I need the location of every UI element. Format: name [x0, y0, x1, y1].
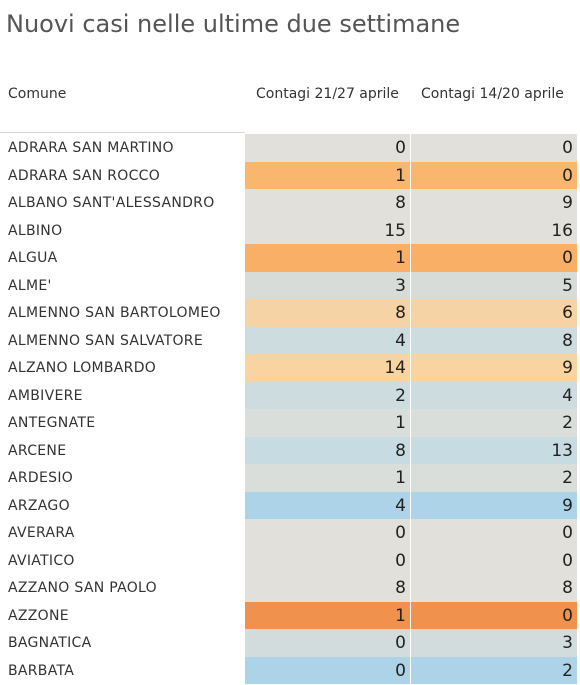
cell-contagi-14-20[interactable]: 16	[411, 216, 577, 244]
comune-name: ADRARA SAN ROCCO	[8, 167, 161, 184]
table-row[interactable]: ARCENE 8 13	[0, 436, 580, 464]
header-divider	[0, 132, 245, 133]
comune-name: AVIATICO	[8, 552, 75, 569]
table-row[interactable]: ALBANO SANT'ALESSANDRO 8 9	[0, 189, 580, 217]
cell-contagi-14-20[interactable]: 5	[411, 271, 577, 299]
cell-contagi-14-20[interactable]: 8	[411, 574, 577, 602]
table-row[interactable]: AVERARA 0 0	[0, 519, 580, 547]
comune-name: ARDESIO	[8, 470, 74, 486]
cell-contagi-14-20[interactable]: 0	[411, 519, 577, 547]
table-row[interactable]: ALMENNO SAN BARTOLOMEO 8 6	[0, 299, 580, 327]
table-row[interactable]: ANTEGNATE 1 2	[0, 409, 580, 437]
cell-contagi-14-20[interactable]: 0	[411, 601, 577, 629]
table-row[interactable]: ALGUA 1 0	[0, 244, 580, 272]
cell-contagi-21-27[interactable]: 8	[245, 189, 410, 217]
cell-contagi-21-27[interactable]: 1	[245, 244, 410, 272]
cell-contagi-21-27[interactable]: 0	[245, 519, 410, 547]
table-body: ADRARA SAN MARTINO 0 0 ADRARA SAN ROCCO 1 0 AL…	[0, 134, 580, 684]
cell-contagi-21-27[interactable]: 8	[245, 299, 410, 327]
cell-contagi-21-27[interactable]: 8	[245, 574, 410, 602]
table-row[interactable]: ALZANO LOMBARDO 14 9	[0, 354, 580, 382]
cell-contagi-21-27[interactable]: 2	[245, 381, 410, 409]
cell-contagi-21-27[interactable]: 1	[245, 161, 410, 189]
table-row[interactable]: BARBATA 0 2	[0, 656, 580, 684]
table-row[interactable]: ARZAGO 4 9	[0, 491, 580, 519]
comune-name: AZZONE	[8, 607, 69, 624]
cell-contagi-14-20[interactable]: 9	[411, 491, 577, 519]
cell-contagi-21-27[interactable]: 0	[245, 134, 410, 162]
table-row[interactable]: ARDESIO 1 2	[0, 464, 580, 492]
table-row[interactable]: ADRARA SAN ROCCO 1 0	[0, 161, 580, 189]
column-header-contagi-14-20[interactable]: Contagi 14/20 aprile	[421, 86, 564, 102]
cell-contagi-14-20[interactable]: 2	[411, 409, 577, 437]
comune-name: ALGUA	[8, 250, 58, 266]
comune-name: ALME'	[8, 277, 52, 294]
chart-title: Nuovi casi nelle ultime due settimane	[6, 10, 461, 38]
cell-contagi-21-27[interactable]: 1	[245, 601, 410, 629]
table-row[interactable]: ALME' 3 5	[0, 271, 580, 299]
comune-name: AVERARA	[8, 525, 75, 541]
cell-contagi-21-27[interactable]: 14	[245, 354, 410, 382]
table-row[interactable]: ADRARA SAN MARTINO 0 0	[0, 134, 580, 162]
comune-name: BARBATA	[8, 662, 75, 679]
table-row[interactable]: AMBIVERE 2 4	[0, 381, 580, 409]
comune-name: ARZAGO	[8, 497, 70, 514]
comune-name: ALMENNO SAN SALVATORE	[8, 332, 203, 349]
cell-contagi-21-27[interactable]: 3	[245, 271, 410, 299]
cell-contagi-21-27[interactable]: 0	[245, 656, 410, 684]
cell-contagi-14-20[interactable]: 6	[411, 299, 577, 327]
cell-contagi-14-20[interactable]: 2	[411, 464, 577, 492]
table-row[interactable]: AZZANO SAN PAOLO 8 8	[0, 574, 580, 602]
comune-name: ARCENE	[8, 442, 67, 459]
cell-contagi-21-27[interactable]: 0	[245, 629, 410, 657]
column-header-comune[interactable]: Comune	[8, 86, 67, 102]
cell-contagi-14-20[interactable]: 9	[411, 354, 577, 382]
comune-name: AZZANO SAN PAOLO	[8, 580, 157, 596]
cell-contagi-21-27[interactable]: 15	[245, 216, 410, 244]
cell-contagi-14-20[interactable]: 0	[411, 244, 577, 272]
cell-contagi-21-27[interactable]: 1	[245, 464, 410, 492]
cell-contagi-21-27[interactable]: 4	[245, 326, 410, 354]
comune-name: ANTEGNATE	[8, 415, 96, 431]
cell-contagi-14-20[interactable]: 3	[411, 629, 577, 657]
cell-contagi-21-27[interactable]: 4	[245, 491, 410, 519]
cell-contagi-14-20[interactable]: 0	[411, 134, 577, 162]
table-row[interactable]: AVIATICO 0 0	[0, 546, 580, 574]
comune-name: ALMENNO SAN BARTOLOMEO	[8, 305, 221, 321]
comune-name: ALBINO	[8, 222, 63, 239]
table-row[interactable]: ALMENNO SAN SALVATORE 4 8	[0, 326, 580, 354]
cell-contagi-14-20[interactable]: 8	[411, 326, 577, 354]
cell-contagi-14-20[interactable]: 13	[411, 436, 577, 464]
cell-contagi-14-20[interactable]: 2	[411, 656, 577, 684]
comune-name: BAGNATICA	[8, 635, 92, 651]
column-header-contagi-21-27[interactable]: Contagi 21/27 aprile	[256, 86, 399, 102]
table-row[interactable]: BAGNATICA 0 3	[0, 629, 580, 657]
comune-name: ALZANO LOMBARDO	[8, 360, 157, 376]
table-row[interactable]: ALBINO 15 16	[0, 216, 580, 244]
cell-contagi-14-20[interactable]: 4	[411, 381, 577, 409]
table-row[interactable]: AZZONE 1 0	[0, 601, 580, 629]
cell-contagi-21-27[interactable]: 0	[245, 546, 410, 574]
comune-name: AMBIVERE	[8, 387, 83, 404]
cell-contagi-21-27[interactable]: 1	[245, 409, 410, 437]
cell-contagi-14-20[interactable]: 9	[411, 189, 577, 217]
cell-contagi-14-20[interactable]: 0	[411, 161, 577, 189]
comune-name: ADRARA SAN MARTINO	[8, 140, 174, 156]
comune-name: ALBANO SANT'ALESSANDRO	[8, 195, 215, 211]
cell-contagi-14-20[interactable]: 0	[411, 546, 577, 574]
cell-contagi-21-27[interactable]: 8	[245, 436, 410, 464]
